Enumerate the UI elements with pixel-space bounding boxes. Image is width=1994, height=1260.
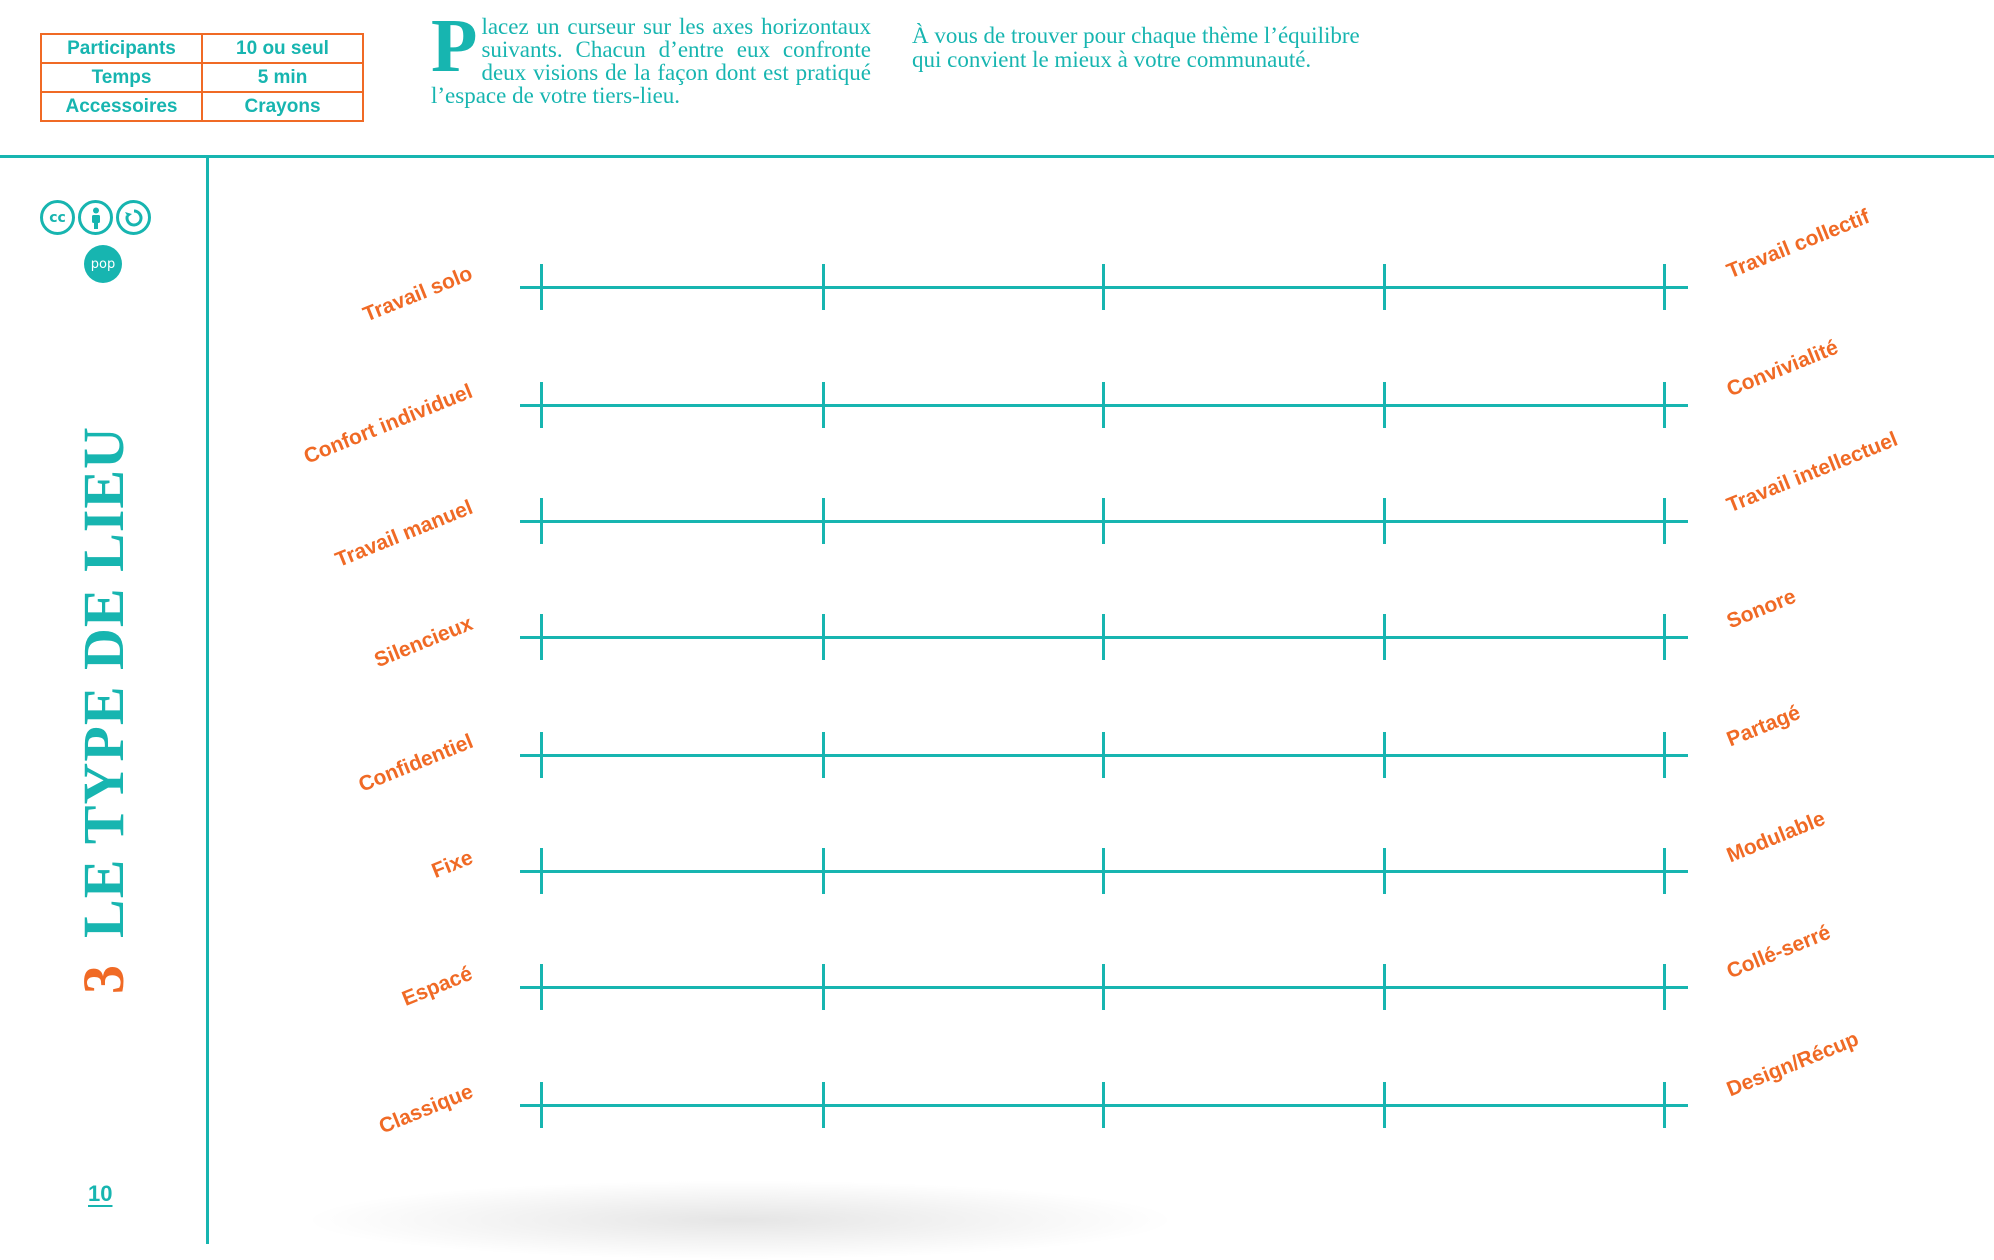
info-table-row: Temps 5 min xyxy=(40,62,364,93)
axis-tick[interactable] xyxy=(1663,732,1666,778)
axis-label-right: Design/Récup xyxy=(1723,1027,1862,1102)
axis-label-left: Confort individuel xyxy=(300,379,477,469)
by-icon xyxy=(78,200,113,235)
axis-label-left: Espacé xyxy=(399,961,477,1011)
axis-tick[interactable] xyxy=(822,382,825,428)
axis-tick[interactable] xyxy=(1663,1082,1666,1128)
info-value: 5 min xyxy=(201,62,364,93)
page-shadow xyxy=(300,1180,1180,1260)
axis-tick[interactable] xyxy=(540,1082,543,1128)
axis-tick[interactable] xyxy=(1102,614,1105,660)
axis-tick[interactable] xyxy=(822,264,825,310)
axis-tick[interactable] xyxy=(822,498,825,544)
axis-tick[interactable] xyxy=(1663,614,1666,660)
section-number: 3 xyxy=(71,963,136,994)
axis-tick[interactable] xyxy=(540,964,543,1010)
intro-text-secondary: À vous de trouver pour chaque thème l’éq… xyxy=(912,23,1360,72)
axis-label-right: Collé-serré xyxy=(1723,920,1834,984)
axis-tick[interactable] xyxy=(1383,848,1386,894)
sidebar-divider xyxy=(206,157,209,1244)
info-table-row: Accessoires Crayons xyxy=(40,91,364,122)
axis-tick[interactable] xyxy=(1663,382,1666,428)
axis-tick[interactable] xyxy=(1102,382,1105,428)
axis-label-right: Convivialité xyxy=(1723,335,1842,402)
axis-tick[interactable] xyxy=(1102,964,1105,1010)
sa-icon xyxy=(116,200,151,235)
axis-label-left: Fixe xyxy=(428,845,477,883)
axis-tick[interactable] xyxy=(540,382,543,428)
axis-tick[interactable] xyxy=(1383,382,1386,428)
axis-tick[interactable] xyxy=(1102,498,1105,544)
axis-tick[interactable] xyxy=(1663,848,1666,894)
axis-tick[interactable] xyxy=(1663,964,1666,1010)
axis-tick[interactable] xyxy=(1383,498,1386,544)
info-table: Participants 10 ou seul Temps 5 min Accessoi… xyxy=(40,33,364,122)
axis-label-right: Modulable xyxy=(1723,806,1829,868)
intro-dropcap: P xyxy=(431,4,478,88)
axis-label-left: Travail solo xyxy=(360,261,477,327)
axis-tick[interactable] xyxy=(1383,264,1386,310)
axis-tick[interactable] xyxy=(1663,264,1666,310)
axis-tick[interactable] xyxy=(1383,732,1386,778)
axis-tick[interactable] xyxy=(822,732,825,778)
axis-tick[interactable] xyxy=(1102,264,1105,310)
axis-tick[interactable] xyxy=(540,848,543,894)
info-value: Crayons xyxy=(201,91,364,122)
axis-tick[interactable] xyxy=(1383,614,1386,660)
axis-tick[interactable] xyxy=(1383,1082,1386,1128)
info-label: Accessoires xyxy=(40,91,203,122)
axis-tick[interactable] xyxy=(1102,732,1105,778)
info-label: Participants xyxy=(40,33,203,64)
axis-label-right: Travail intellectuel xyxy=(1723,427,1901,518)
cc-icon: cc xyxy=(40,200,75,235)
axis-tick[interactable] xyxy=(540,614,543,660)
info-label: Temps xyxy=(40,62,203,93)
axis-label-left: Silencieux xyxy=(371,611,477,673)
axis-tick[interactable] xyxy=(540,264,543,310)
axis-tick[interactable] xyxy=(822,1082,825,1128)
axis-tick[interactable] xyxy=(540,732,543,778)
axis-label-left: Classique xyxy=(375,1079,477,1139)
axis-tick[interactable] xyxy=(540,498,543,544)
header-divider xyxy=(0,155,1994,158)
axis-label-right: Partagé xyxy=(1723,701,1804,752)
pop-badge: pop xyxy=(84,245,122,283)
axis-tick[interactable] xyxy=(1383,964,1386,1010)
axis-tick[interactable] xyxy=(1102,848,1105,894)
intro-body: lacez un curseur sur les axes horizontau… xyxy=(431,14,871,108)
axis-tick[interactable] xyxy=(822,848,825,894)
info-value: 10 ou seul xyxy=(201,33,364,64)
page-number: 10 xyxy=(88,1181,113,1206)
axis-tick[interactable] xyxy=(1102,1082,1105,1128)
license-badges: cc xyxy=(40,200,151,235)
axis-label-left: Confidentiel xyxy=(355,729,477,797)
axis-tick[interactable] xyxy=(822,964,825,1010)
section-title: 3 LE TYPE DE LIEU xyxy=(71,426,136,994)
axis-tick[interactable] xyxy=(822,614,825,660)
axis-label-right: Sonore xyxy=(1723,584,1800,634)
section-title-text: LE TYPE DE LIEU xyxy=(71,426,136,938)
axis-tick[interactable] xyxy=(1663,498,1666,544)
axis-label-right: Travail collectif xyxy=(1723,205,1873,284)
info-table-row: Participants 10 ou seul xyxy=(40,33,364,64)
axis-label-left: Travail manuel xyxy=(332,495,477,572)
